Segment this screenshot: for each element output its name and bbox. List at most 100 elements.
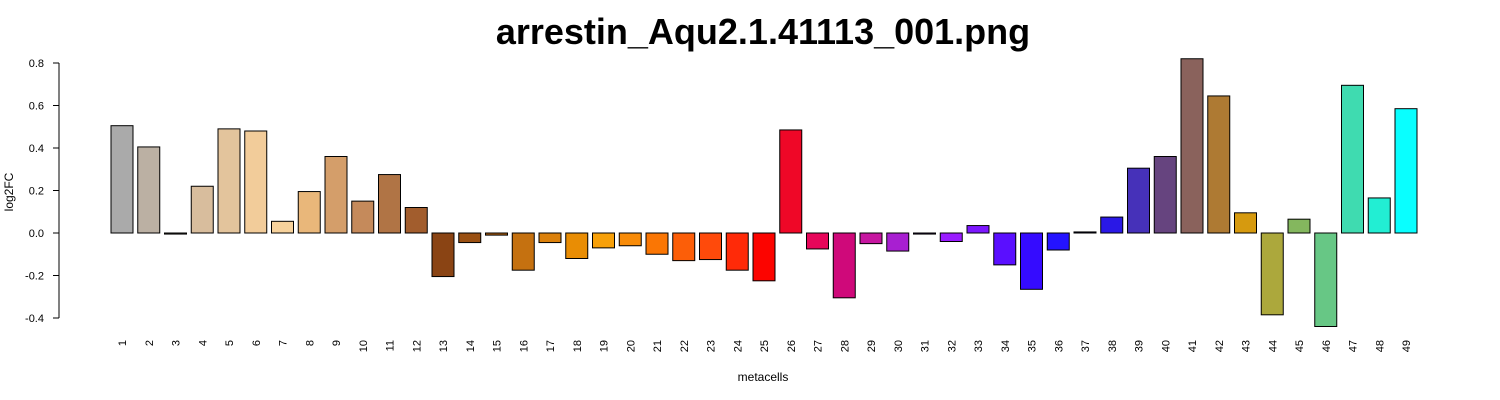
x-tick-label: 3 <box>171 340 183 346</box>
x-tick-label: 44 <box>1267 340 1279 352</box>
y-axis-label: log2FC <box>2 172 16 211</box>
x-tick-label: 7 <box>278 340 290 346</box>
x-tick-label: 5 <box>224 340 236 346</box>
bar-1 <box>110 125 134 234</box>
x-tick-label: 33 <box>973 340 985 352</box>
x-tick-label: 11 <box>385 340 397 351</box>
bar-38 <box>1100 216 1124 234</box>
x-tick-label: 28 <box>839 340 851 352</box>
y-tick-label: 0.4 <box>29 143 44 155</box>
bars <box>110 58 1418 327</box>
x-tick-label: 23 <box>706 340 718 352</box>
bar-40 <box>1153 156 1177 234</box>
x-tick-label: 40 <box>1160 340 1172 352</box>
bar-13 <box>431 232 455 278</box>
bar-10 <box>351 200 375 234</box>
chart-title: arrestin_Aqu2.1.41113_001.png <box>496 11 1030 52</box>
x-tick-label: 18 <box>572 340 584 352</box>
bar-11 <box>378 174 401 234</box>
y-tick-label: -0.2 <box>25 271 44 283</box>
x-tick-label: 14 <box>465 340 477 352</box>
bar-36 <box>1046 232 1070 251</box>
bar-8 <box>297 191 321 234</box>
x-tick-label: 39 <box>1134 340 1146 352</box>
bar-43 <box>1234 212 1257 234</box>
bar-16 <box>511 232 535 271</box>
x-tick-label: 19 <box>599 340 611 352</box>
x-tick-label: 48 <box>1374 340 1386 352</box>
x-tick-label: 35 <box>1027 340 1039 352</box>
x-tick-label: 10 <box>358 340 370 352</box>
x-tick-label: 4 <box>197 340 209 346</box>
x-tick-label: 49 <box>1401 340 1413 352</box>
bar-37 <box>1073 231 1097 234</box>
x-tick-label: 17 <box>545 340 557 352</box>
bar-35 <box>1020 232 1043 290</box>
bar-12 <box>404 207 428 234</box>
y-tick-label: 0.8 <box>29 58 44 70</box>
bar-26 <box>779 129 803 234</box>
x-tick-label: 12 <box>411 340 423 352</box>
bar-41 <box>1180 58 1204 234</box>
bar-28 <box>832 232 856 299</box>
y-tick-label: 0.2 <box>29 186 44 198</box>
x-tick-label: 16 <box>518 340 530 352</box>
bar-25 <box>752 232 776 282</box>
bar-31 <box>913 232 936 235</box>
x-tick-label: 2 <box>144 340 156 346</box>
bar-7 <box>271 220 294 234</box>
bar-15 <box>485 232 508 236</box>
bar-39 <box>1127 167 1150 234</box>
bar-47 <box>1341 84 1364 234</box>
x-tick-label: 15 <box>492 340 504 352</box>
bar-9 <box>324 156 348 234</box>
x-tick-label: 31 <box>920 340 932 352</box>
bar-5 <box>217 128 241 234</box>
bar-21 <box>645 232 669 255</box>
x-tick-label: 29 <box>866 340 878 352</box>
x-tick-label: 46 <box>1321 340 1333 352</box>
bar-27 <box>806 232 829 250</box>
x-axis-label: metacells <box>738 370 789 384</box>
bar-34 <box>993 232 1017 266</box>
x-tick-labels: 1 2 3 4 5 6 7 8 9 10 11 12 13 14 15 16 17 18 19 20 21 22 23 24 2… <box>117 340 1413 352</box>
bar-45 <box>1287 218 1311 234</box>
bar-23 <box>699 232 722 261</box>
x-tick-label: 43 <box>1241 340 1253 352</box>
bar-42 <box>1207 95 1231 234</box>
bar-30 <box>886 232 910 252</box>
bar-17 <box>538 232 562 244</box>
x-tick-label: 30 <box>893 340 905 352</box>
x-tick-label: 8 <box>304 340 316 346</box>
y-tick-label: 0.0 <box>29 228 44 240</box>
bar-33 <box>966 225 990 234</box>
bar-2 <box>137 146 161 234</box>
x-tick-label: 22 <box>679 340 691 352</box>
x-tick-label: 27 <box>813 340 825 352</box>
bar-44 <box>1260 232 1284 316</box>
bar-19 <box>592 232 615 249</box>
bar-46 <box>1314 232 1338 327</box>
x-tick-label: 13 <box>438 340 450 352</box>
bar-48 <box>1367 197 1391 234</box>
bar-18 <box>565 232 589 259</box>
bar-22 <box>672 232 696 262</box>
x-tick-label: 42 <box>1214 340 1226 352</box>
bar-20 <box>618 232 642 247</box>
x-tick-label: 32 <box>946 340 958 352</box>
x-tick-label: 41 <box>1187 340 1199 352</box>
x-tick-label: 37 <box>1080 340 1092 352</box>
x-tick-label: 6 <box>251 340 263 346</box>
bar-29 <box>859 232 883 245</box>
bar-3 <box>164 232 187 235</box>
x-tick-label: 1 <box>117 340 129 346</box>
bar-24 <box>725 232 749 271</box>
y-tick-label: -0.4 <box>25 313 44 325</box>
x-tick-label: 34 <box>1000 340 1012 352</box>
bar-49 <box>1394 108 1418 234</box>
x-tick-label: 25 <box>759 340 771 352</box>
x-tick-label: 26 <box>786 340 798 352</box>
x-tick-label: 21 <box>652 340 664 352</box>
y-tick-label: 0.6 <box>29 101 44 113</box>
x-tick-label: 47 <box>1348 340 1360 352</box>
